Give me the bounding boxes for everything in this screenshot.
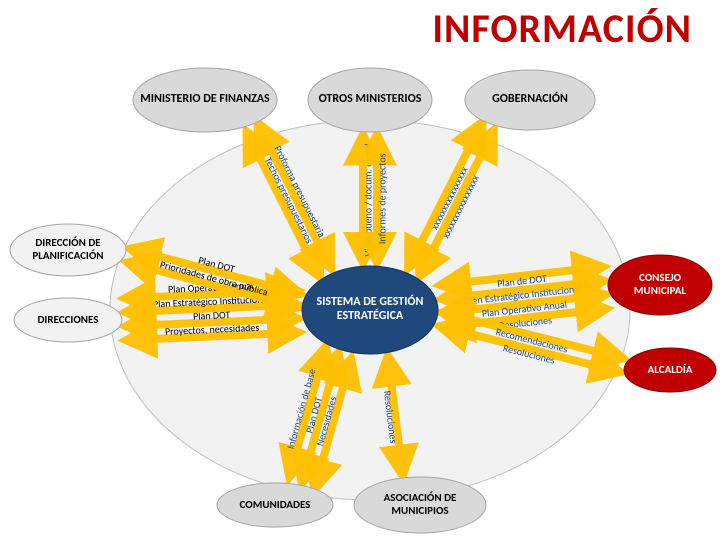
- node-otros_min: OTROS MINISTERIOS: [308, 68, 432, 132]
- node-consejo: CONSEJO MUNICIPAL: [608, 255, 712, 315]
- node-alcaldia: ALCALDÍA: [624, 348, 716, 392]
- hub-ellipse: SISTEMA DE GESTIÓN ESTRATÉGICA: [302, 266, 438, 354]
- node-comunidades: COMUNIDADES: [217, 483, 333, 527]
- spoke-label: Informes de proyectos: [375, 153, 388, 244]
- node-direcciones: DIRECCIONES: [14, 298, 122, 342]
- node-min_finanzas: MINISTERIO DE FINANZAS: [133, 68, 277, 132]
- node-dir_planif: DIRECCIÓN DE PLANIFICACIÓN: [10, 224, 126, 276]
- node-gobernacion: GOBERNACIÓN: [465, 70, 595, 130]
- spoke-label: Visto bueno / docum. coord.: [361, 141, 374, 257]
- node-asoc_munic: ASOCIACIÓN DE MUNICIPIOS: [354, 477, 486, 533]
